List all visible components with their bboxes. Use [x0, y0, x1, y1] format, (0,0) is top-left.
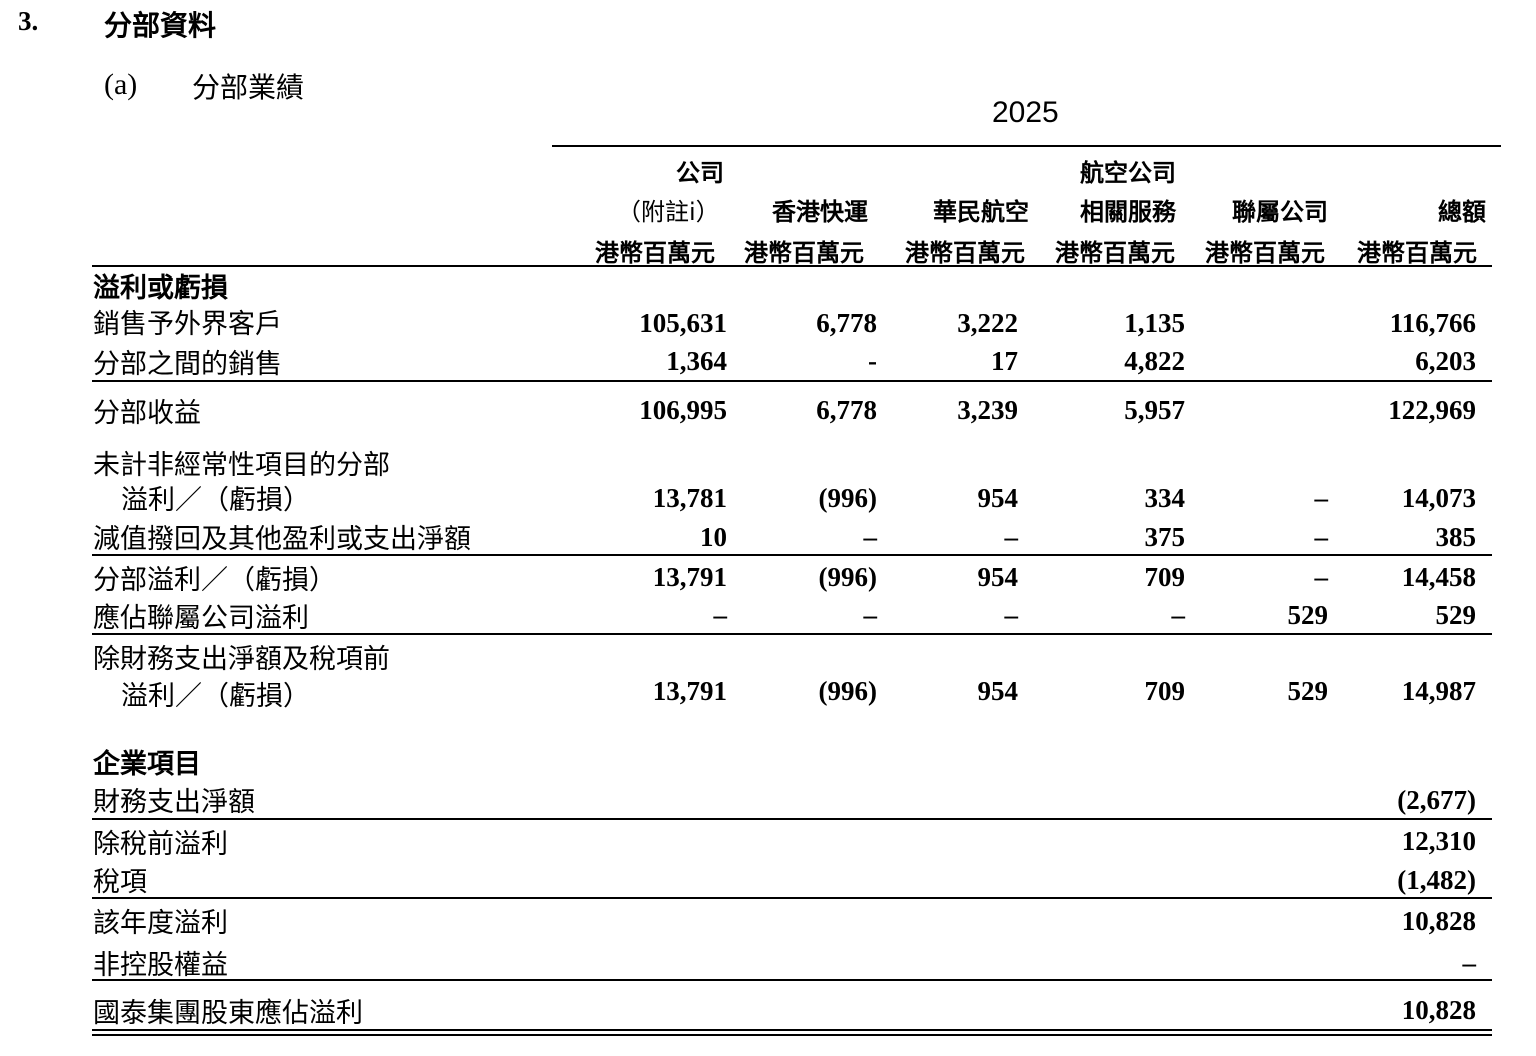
header-top-rule — [552, 145, 1501, 147]
table-cell: 954 — [977, 562, 1019, 592]
row-label: 該年度溢利 — [93, 908, 228, 939]
table-cell: 106,995 — [639, 395, 727, 425]
table-cell: 6,778 — [816, 308, 877, 338]
table-cell: – — [1171, 600, 1186, 630]
table-cell: – — [1004, 600, 1019, 630]
table-cell: 10,828 — [1401, 906, 1476, 936]
table-cell: 954 — [977, 676, 1019, 706]
table-cell: (1,482) — [1397, 865, 1476, 895]
table-cell: 12,310 — [1401, 826, 1476, 856]
table-cell: – — [1314, 522, 1329, 552]
row-label: 分部溢利／（虧損） — [93, 565, 336, 596]
table-cell: 3,222 — [957, 308, 1018, 338]
table-cell: – — [1314, 562, 1329, 592]
table-cell: 116,766 — [1389, 308, 1476, 338]
rule-after-finance-costs — [92, 818, 1492, 820]
rule-final-1 — [92, 1029, 1492, 1031]
row-label: 國泰集團股東應佔溢利 — [93, 998, 363, 1029]
table-cell: 6,203 — [1415, 346, 1476, 376]
table-cell: – — [863, 600, 878, 630]
table-cell: 10 — [700, 522, 727, 552]
table-cell: 105,631 — [639, 308, 727, 338]
section-heading: 溢利或虧損 — [93, 273, 228, 304]
row-label-continued: 溢利／（虧損） — [121, 681, 310, 712]
table-cell: 954 — [977, 483, 1019, 513]
col-header-air-hong-kong: 華民航空 — [933, 198, 1029, 226]
table-cell: 6,778 — [816, 395, 877, 425]
row-label: 未計非經常性項目的分部 — [93, 450, 390, 481]
row-label: 應佔聯屬公司溢利 — [93, 603, 309, 634]
table-cell: 4,822 — [1124, 346, 1185, 376]
col-header-company-line1: 公司 — [676, 159, 724, 187]
row-label: 非控股權益 — [93, 950, 228, 981]
row-label: 除財務支出淨額及稅項前 — [93, 644, 390, 675]
table-cell: – — [1314, 483, 1329, 513]
row-label: 分部收益 — [93, 398, 201, 429]
section-number: 3. — [18, 6, 39, 36]
row-label: 分部之間的銷售 — [93, 349, 282, 380]
subsection-title: 分部業績 — [192, 71, 305, 104]
table-cell: 14,458 — [1401, 562, 1476, 592]
table-cell: 10,828 — [1401, 995, 1476, 1025]
table-cell: – — [863, 522, 878, 552]
table-cell: 709 — [1144, 676, 1186, 706]
col-header-associates: 聯屬公司 — [1232, 198, 1328, 226]
subsection-letter: (a) — [104, 68, 138, 101]
col-header-hk-express: 香港快運 — [772, 198, 868, 226]
col-header-hk-express-unit: 港幣百萬元 — [744, 239, 864, 267]
section-heading: 企業項目 — [93, 749, 201, 780]
rule-after-nci — [92, 979, 1492, 981]
row-label: 稅項 — [93, 867, 147, 898]
col-header-total: 總額 — [1438, 198, 1486, 226]
table-cell: 3,239 — [957, 395, 1018, 425]
table-cell: – — [1004, 522, 1019, 552]
col-header-total-unit: 港幣百萬元 — [1357, 239, 1477, 267]
table-cell: 5,957 — [1124, 395, 1185, 425]
table-cell: 375 — [1144, 522, 1186, 552]
table-cell: 1,364 — [666, 346, 727, 376]
rule-after-associates — [92, 633, 1492, 635]
col-header-associates-unit: 港幣百萬元 — [1205, 239, 1325, 267]
row-label: 除稅前溢利 — [93, 829, 228, 860]
table-cell: 14,073 — [1401, 483, 1476, 513]
table-cell: 529 — [1435, 600, 1477, 630]
table-cell: 122,969 — [1388, 395, 1476, 425]
rule-after-tax — [92, 897, 1492, 899]
col-header-airline-services-line2: 相關服務 — [1080, 198, 1176, 226]
table-cell: (996) — [818, 676, 877, 706]
table-cell: 13,791 — [652, 562, 727, 592]
table-cell: 385 — [1435, 522, 1477, 552]
col-header-company-unit: 港幣百萬元 — [595, 239, 715, 267]
rule-after-inter-segment — [92, 380, 1492, 382]
table-cell: – — [713, 600, 728, 630]
row-label: 銷售予外界客戶 — [93, 309, 282, 340]
table-cell: 1,135 — [1124, 308, 1185, 338]
row-label-continued: 溢利／（虧損） — [121, 485, 310, 516]
rule-after-impairment — [92, 554, 1492, 556]
table-cell: - — [868, 346, 877, 376]
table-cell: (2,677) — [1397, 785, 1476, 815]
table-cell: 529 — [1287, 600, 1329, 630]
table-cell: 17 — [991, 346, 1018, 376]
col-header-airline-services-line1: 航空公司 — [1080, 159, 1176, 187]
header-bottom-rule — [92, 265, 1492, 267]
table-cell: 13,781 — [652, 483, 727, 513]
row-label: 減值撥回及其他盈利或支出淨額 — [93, 524, 471, 555]
table-cell: 13,791 — [652, 676, 727, 706]
section-title: 分部資料 — [104, 9, 217, 42]
row-label: 財務支出淨額 — [93, 787, 255, 818]
table-cell: 709 — [1144, 562, 1186, 592]
col-header-airline-services-unit: 港幣百萬元 — [1055, 239, 1175, 267]
rule-final-2 — [92, 1034, 1492, 1036]
table-cell: 334 — [1144, 483, 1186, 513]
year-heading: 2025 — [992, 96, 1059, 129]
col-header-air-hong-kong-unit: 港幣百萬元 — [905, 239, 1025, 267]
table-cell: 14,987 — [1401, 676, 1476, 706]
table-cell: – — [1462, 948, 1477, 978]
table-cell: 529 — [1287, 676, 1329, 706]
table-cell: (996) — [818, 562, 877, 592]
table-cell: (996) — [818, 483, 877, 513]
col-header-company-note: （附註i） — [617, 198, 720, 226]
